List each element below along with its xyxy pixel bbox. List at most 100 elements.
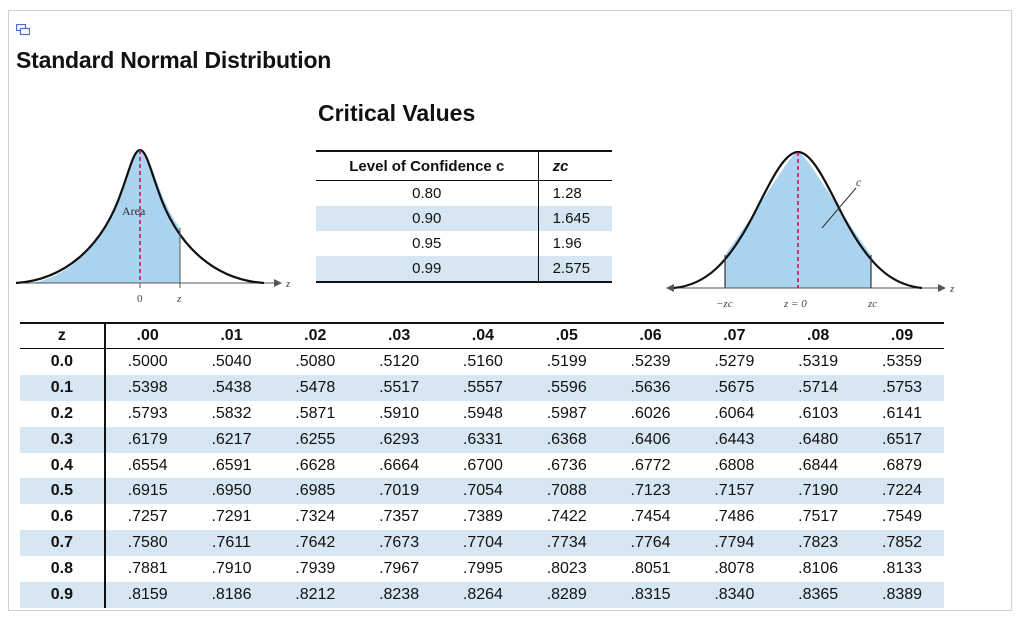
probability-cell: .7054: [441, 478, 525, 505]
probability-cell: .7019: [357, 478, 441, 505]
probability-cell: .8264: [441, 582, 525, 608]
probability-cell: .7611: [189, 530, 274, 557]
probability-cell: .8212: [273, 582, 358, 608]
cv-z: 2.575: [538, 256, 612, 283]
right-tick-pos: zc: [867, 298, 877, 310]
z-value-cell: 0.0: [20, 348, 106, 375]
col-header: .05: [524, 322, 609, 349]
col-header: .03: [357, 322, 441, 349]
probability-cell: .7910: [211, 560, 252, 578]
probability-cell: .6879: [882, 456, 923, 474]
left-area-label: Area: [122, 204, 146, 218]
probability-cell: .6293: [357, 426, 441, 453]
right-normal-curve: c −zc z = 0 zc z: [666, 150, 955, 310]
probability-cell: .5871: [295, 404, 336, 422]
probability-cell: .7357: [379, 508, 420, 526]
probability-cell: .8051: [630, 560, 671, 578]
probability-cell: .8133: [882, 560, 923, 578]
probability-cell: .6026: [630, 404, 671, 422]
left-tick-zero: 0: [137, 293, 143, 305]
content-frame: [8, 10, 1012, 611]
probability-cell: .7422: [546, 508, 587, 526]
probability-cell: .5040: [211, 352, 252, 370]
probability-cell: .5714: [776, 374, 861, 401]
cv-header-confidence: Level of Confidence c: [316, 150, 539, 181]
c-pointer-line: [821, 187, 857, 229]
right-curve-area: [725, 152, 871, 288]
probability-cell: .8186: [189, 582, 274, 608]
z-value-cell: 0.4: [20, 452, 106, 479]
cv-z: 1.28: [552, 185, 582, 202]
probability-cell: .7517: [798, 508, 839, 526]
probability-cell: .7291: [211, 508, 252, 526]
probability-cell: .6700: [462, 456, 503, 474]
table-row: 0.3.6179.6217.6255.6293.6331.6368.6406.6…: [20, 426, 944, 453]
z-value-cell: 0.6: [20, 504, 106, 531]
probability-cell: .5948: [462, 404, 503, 422]
probability-cell: .5987: [546, 404, 587, 422]
probability-cell: .7580: [104, 530, 190, 557]
probability-cell: .7257: [127, 508, 168, 526]
cv-z: 1.96: [552, 235, 582, 252]
probability-cell: .8159: [104, 582, 190, 608]
probability-cell: .6443: [692, 426, 777, 453]
probability-cell: .6406: [608, 426, 693, 453]
probability-cell: .7324: [295, 508, 336, 526]
probability-cell: .7088: [524, 478, 609, 505]
probability-cell: .5910: [379, 404, 420, 422]
probability-cell: .7995: [462, 560, 503, 578]
probability-cell: .5832: [211, 404, 252, 422]
table-row: 0.8 .7881 .7910 .7939 .7967 .7995 .8023 .8051 .8…: [20, 556, 944, 583]
probability-cell: .7704: [441, 530, 525, 557]
cv-row: 0.80 1.28: [316, 180, 612, 206]
col-header: .07: [692, 322, 777, 349]
probability-cell: .6141: [882, 404, 923, 422]
critical-values-table: Level of Confidence c zc 0.80 1.28 0.90 …: [316, 150, 612, 283]
table-row: 0.7.7580.7611.7642.7673.7704.7734.7764.7…: [20, 530, 944, 557]
z-col-header: z: [20, 322, 106, 349]
probability-cell: .7486: [714, 508, 755, 526]
left-tick-z: z: [176, 293, 182, 305]
z-table-header-row: z .00 .01 .02 .03 .04 .05 .06 .07 .08 .0…: [20, 322, 944, 349]
table-row: 0.9.8159.8186.8212.8238.8264.8289.8315.8…: [20, 582, 944, 608]
probability-cell: .7852: [860, 530, 944, 557]
left-axis-arrow: [274, 279, 282, 287]
cv-row: 0.95 1.96: [316, 231, 612, 256]
probability-cell: .6736: [546, 456, 587, 474]
probability-cell: .5793: [127, 404, 168, 422]
probability-cell: .8023: [546, 560, 587, 578]
right-c-label: c: [856, 175, 862, 189]
probability-cell: .7642: [273, 530, 358, 557]
col-header: .01: [189, 322, 274, 349]
z-value-cell: 0.9: [20, 582, 106, 608]
probability-cell: .8078: [714, 560, 755, 578]
probability-cell: .6217: [189, 426, 274, 453]
page-title: Standard Normal Distribution: [16, 47, 332, 73]
col-header: .06: [608, 322, 693, 349]
cv-confidence: 0.95: [316, 231, 539, 256]
cv-row: 0.90 1.645: [316, 206, 612, 231]
z-value-cell: 0.2: [20, 400, 106, 427]
probability-cell: .7734: [524, 530, 609, 557]
probability-cell: .6179: [104, 426, 190, 453]
probability-cell: .7157: [692, 478, 777, 505]
probability-cell: .6064: [714, 404, 755, 422]
window-icon[interactable]: [16, 24, 30, 36]
right-axis-arrow-right: [938, 284, 946, 292]
probability-cell: .8340: [692, 582, 777, 608]
probability-cell: .7823: [776, 530, 861, 557]
probability-cell: .5753: [860, 374, 944, 401]
right-axis-label: z: [949, 283, 955, 295]
critical-values-title: Critical Values: [318, 100, 476, 126]
probability-cell: .6808: [714, 456, 755, 474]
cv-header-z: zc: [538, 150, 612, 181]
probability-cell: .5080: [295, 352, 336, 370]
z-value-cell: 0.7: [20, 530, 106, 557]
z-value-cell: 0.3: [20, 426, 106, 453]
table-row: 0.6 .7257 .7291 .7324 .7357 .7389 .7422 .7454 .7…: [20, 504, 944, 531]
table-row: 0.2 .5793 .5832 .5871 .5910 .5948 .5987 .6026 .6…: [20, 400, 944, 427]
probability-cell: .6628: [295, 456, 336, 474]
probability-cell: .6591: [211, 456, 252, 474]
z-value-cell: 0.1: [20, 374, 106, 401]
probability-cell: .6331: [441, 426, 525, 453]
